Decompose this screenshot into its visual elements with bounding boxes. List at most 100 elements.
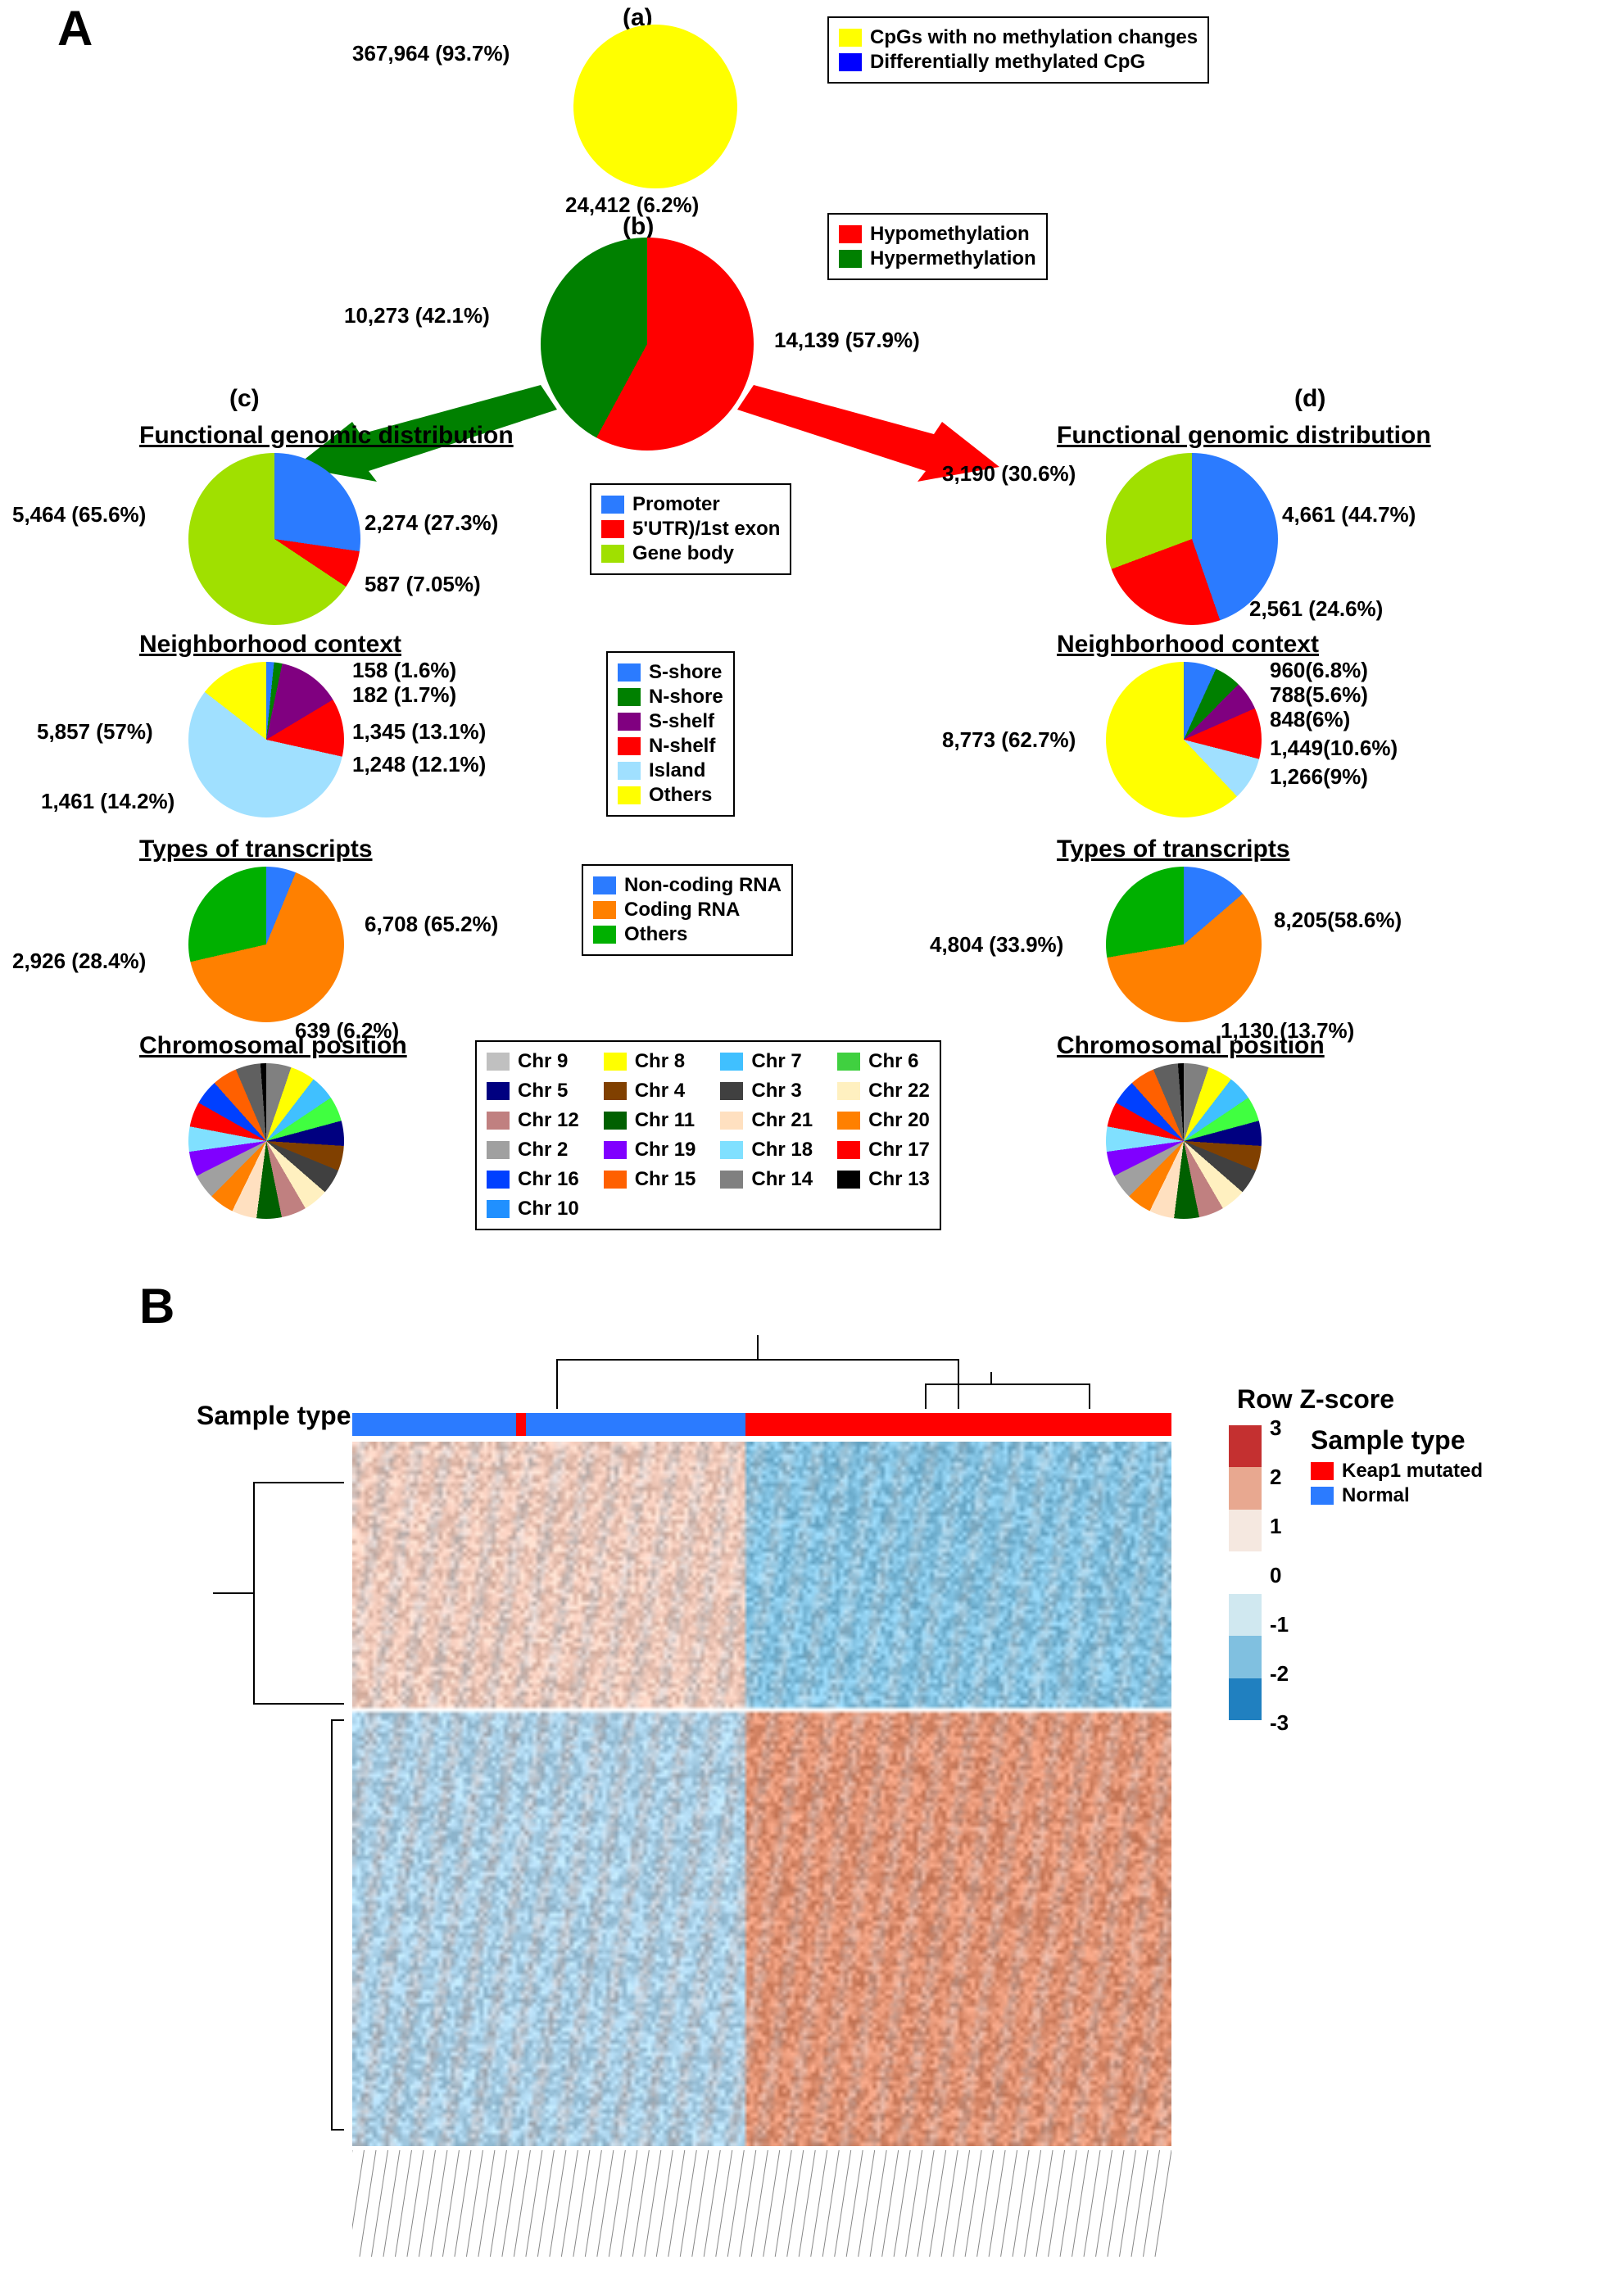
legend-text: Chr 20 xyxy=(868,1109,930,1132)
legend-swatch xyxy=(720,1171,743,1189)
legend-tt: Non-coding RNACoding RNAOthers xyxy=(582,864,793,956)
legend-item: Hypermethylation xyxy=(839,247,1036,270)
zscore-tick: -1 xyxy=(1270,1612,1289,1637)
pie-data-label: 1,248 (12.1%) xyxy=(352,752,486,777)
legend-swatch xyxy=(487,1141,510,1159)
row-title: Neighborhood context xyxy=(139,631,401,659)
sample-type-bar xyxy=(352,1413,1171,1436)
col-c-tag: (c) xyxy=(229,385,260,413)
side-dendrogram xyxy=(205,1442,344,2146)
pie-chart xyxy=(188,453,360,625)
pie-data-label: 2,561 (24.6%) xyxy=(1249,596,1383,622)
legend-item: 5'UTR)/1st exon xyxy=(601,518,780,541)
pie-data-label: 3,190 (30.6%) xyxy=(942,461,1076,487)
legend-swatch xyxy=(604,1171,627,1189)
legend-item: Chr 7 xyxy=(720,1050,813,1073)
pie-data-label: 587 (7.05%) xyxy=(365,572,481,597)
pie-data-label: 4,804 (33.9%) xyxy=(930,932,1063,958)
legend-text: CpGs with no methylation changes xyxy=(870,26,1198,49)
legend-text: Chr 8 xyxy=(635,1050,685,1073)
legend-swatch xyxy=(487,1112,510,1130)
bottom-labels xyxy=(352,2150,1171,2265)
legend-text: 5'UTR)/1st exon xyxy=(632,518,780,541)
legend-item: Chr 17 xyxy=(837,1139,930,1162)
pie-data-label: 2,274 (27.3%) xyxy=(365,510,498,536)
legend-item: Chr 9 xyxy=(487,1050,579,1073)
legend-item: Chr 14 xyxy=(720,1168,813,1191)
legend-text: Chr 10 xyxy=(518,1198,579,1220)
legend-text: S-shore xyxy=(649,661,722,684)
legend-a: CpGs with no methylation changesDifferen… xyxy=(827,16,1209,84)
legend-item: Differentially methylated CpG xyxy=(839,51,1198,74)
legend-swatch xyxy=(618,663,641,682)
legend-swatch xyxy=(487,1171,510,1189)
legend-text: Differentially methylated CpG xyxy=(870,51,1145,74)
legend-swatch xyxy=(618,688,641,706)
legend-swatch xyxy=(839,250,862,268)
pie-data-label: 4,661 (44.7%) xyxy=(1282,502,1416,528)
legend-swatch xyxy=(837,1053,860,1071)
legend-swatch xyxy=(487,1082,510,1100)
pie-data-label: 788(5.6%) xyxy=(1270,682,1368,708)
legend-text: Others xyxy=(624,923,687,946)
legend-item: Chr 5 xyxy=(487,1080,579,1103)
legend-item: Coding RNA xyxy=(593,899,782,922)
legend-text: Chr 3 xyxy=(751,1080,801,1103)
pie-a-label-0: 367,964 (93.7%) xyxy=(352,41,510,66)
legend-text: N-shelf xyxy=(649,735,715,758)
legend-text: N-shore xyxy=(649,686,723,709)
legend-swatch xyxy=(837,1112,860,1130)
legend-item: Non-coding RNA xyxy=(593,874,782,897)
sample-type-label: Sample type xyxy=(197,1401,351,1431)
legend-text: Chr 17 xyxy=(868,1139,930,1162)
legend-swatch xyxy=(837,1171,860,1189)
row-title: Chromosomal position xyxy=(139,1032,407,1060)
legend-swatch xyxy=(601,545,624,563)
legend-text: Chr 19 xyxy=(635,1139,696,1162)
legend-text: Others xyxy=(649,784,712,807)
pie-data-label: 1,345 (13.1%) xyxy=(352,719,486,745)
legend-chr: Chr 9Chr 8Chr 7Chr 6Chr 5Chr 4Chr 3Chr 2… xyxy=(475,1040,941,1230)
legend-swatch xyxy=(618,786,641,804)
sample-type-title: Sample type xyxy=(1311,1425,1466,1456)
panel-a-label: A xyxy=(57,0,93,57)
legend-item: Others xyxy=(593,923,782,946)
legend-text: Chr 6 xyxy=(868,1050,918,1073)
legend-swatch xyxy=(720,1112,743,1130)
legend-item: Chr 15 xyxy=(604,1168,696,1191)
legend-item: S-shelf xyxy=(618,710,723,733)
legend-swatch xyxy=(604,1112,627,1130)
pie-b-label-0: 14,139 (57.9%) xyxy=(774,328,920,353)
legend-swatch xyxy=(604,1053,627,1071)
pie-data-label: 848(6%) xyxy=(1270,707,1350,732)
zscore-tick: 0 xyxy=(1270,1563,1281,1588)
row-title: Types of transcripts xyxy=(1057,836,1290,863)
legend-swatch xyxy=(720,1082,743,1100)
zscore-tick: 1 xyxy=(1270,1514,1281,1539)
legend-swatch xyxy=(839,53,862,71)
legend-swatch xyxy=(604,1082,627,1100)
pie-a xyxy=(573,25,737,188)
zscore-colorbar xyxy=(1229,1425,1262,1720)
legend-swatch xyxy=(837,1082,860,1100)
legend-swatch xyxy=(604,1141,627,1159)
legend-swatch xyxy=(1311,1487,1334,1505)
figure-root: A (a) 367,964 (93.7%) 24,412 (6.2%) CpGs… xyxy=(0,0,1613,2296)
legend-swatch xyxy=(487,1053,510,1071)
pie-data-label: 5,857 (57%) xyxy=(37,719,153,745)
legend-item: Chr 20 xyxy=(837,1109,930,1132)
legend-item: N-shore xyxy=(618,686,723,709)
zscore-tick: -3 xyxy=(1270,1710,1289,1736)
top-dendrogram xyxy=(352,1327,1171,1409)
legend-item: S-shore xyxy=(618,661,723,684)
legend-text: Chr 14 xyxy=(751,1168,813,1191)
pie-chart xyxy=(188,867,344,1022)
legend-text: Keap1 mutated xyxy=(1342,1460,1483,1483)
legend-item: Chr 16 xyxy=(487,1168,579,1191)
legend-item: Normal xyxy=(1311,1484,1483,1507)
legend-swatch xyxy=(1311,1462,1334,1480)
pie-data-label: 6,708 (65.2%) xyxy=(365,912,498,937)
row-title: Chromosomal position xyxy=(1057,1032,1325,1060)
legend-item: Chr 11 xyxy=(604,1109,696,1132)
legend-swatch xyxy=(618,737,641,755)
